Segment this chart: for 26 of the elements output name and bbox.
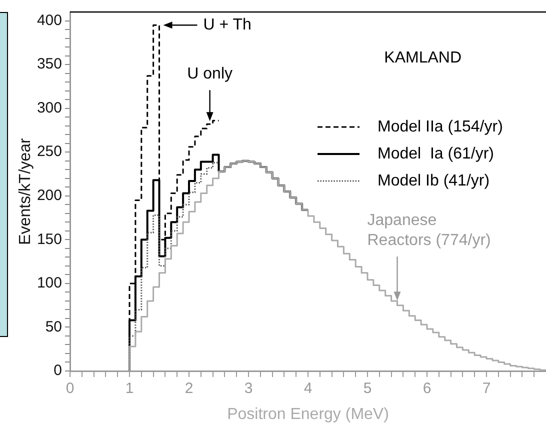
legend-label: Model Ib (41/yr)	[378, 172, 490, 190]
x-axis-title: Positron Energy (MeV)	[227, 406, 389, 423]
y-tick-label: 150	[36, 230, 62, 248]
y-tick-label: 50	[45, 318, 62, 336]
y-tick-label: 250	[36, 143, 62, 160]
annotation: KAMLAND	[384, 49, 462, 66]
y-tick-label: 350	[36, 56, 62, 73]
y-tick-label: 400	[36, 12, 62, 29]
x-tick-label: 5	[363, 380, 372, 398]
y-axis-title: Events/kT/year	[17, 137, 34, 245]
y-tick-label: 300	[36, 99, 62, 116]
y-tick-label: 0	[54, 362, 62, 380]
x-tick-label: 4	[304, 380, 312, 398]
x-tick-label: 6	[422, 380, 432, 398]
x-tick-label: 0	[66, 380, 74, 398]
x-tick-label: 7	[482, 380, 491, 398]
x-tick-label: 3	[244, 380, 253, 398]
annotation: U only	[187, 65, 233, 82]
x-tick-label: 2	[184, 380, 194, 398]
x-tick-label: 1	[125, 380, 134, 398]
y-tick-label: 200	[36, 187, 62, 204]
legend-label: Model Ia (61/yr)	[378, 145, 494, 162]
y-tick-label: 100	[36, 274, 62, 292]
annotation: U + Th	[203, 16, 252, 34]
annotation: Japanese Reactors (774/yr)	[367, 212, 491, 249]
legend-label: Model IIa (154/yr)	[378, 118, 503, 136]
